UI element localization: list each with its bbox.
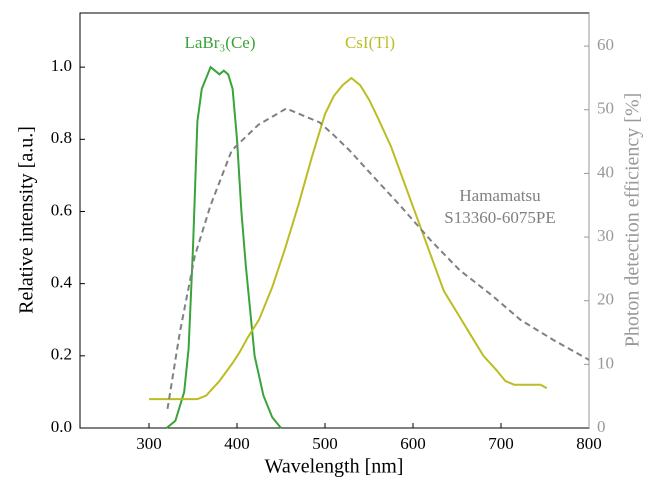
- y2-tick-label: 50: [597, 99, 614, 118]
- y2-tick-label: 10: [597, 353, 614, 372]
- y2-tick-label: 40: [597, 162, 614, 181]
- y2-tick-label: 20: [597, 290, 614, 309]
- series-line: [149, 76, 548, 401]
- series-label: LaBr₃(Ce): [184, 33, 255, 52]
- y-tick-label: 0.0: [51, 417, 72, 436]
- y2-tick-label: 0: [597, 417, 606, 436]
- x-tick-label: 600: [400, 434, 426, 453]
- series-line: [166, 107, 590, 410]
- series-label: CsI(Tl): [345, 33, 395, 52]
- y-tick-label: 0.2: [51, 345, 72, 364]
- y2-tick-label: 60: [597, 35, 614, 54]
- x-axis-label: Wavelength [nm]: [265, 456, 404, 478]
- y-tick-label: 0.6: [51, 200, 72, 219]
- x-tick-label: 800: [576, 434, 602, 453]
- y2-tick-label: 30: [597, 226, 614, 245]
- y-tick-label: 0.8: [51, 128, 72, 147]
- series-line: [165, 65, 282, 429]
- x-tick-label: 400: [224, 434, 250, 453]
- x-tick-label: 500: [312, 434, 338, 453]
- y-axis-label: Relative intensity [a.u.]: [16, 126, 38, 314]
- x-tick-label: 300: [136, 434, 162, 453]
- x-tick-label: 700: [488, 434, 514, 453]
- series-label: Hamamatsu S13360-6075PE: [444, 186, 555, 227]
- y-tick-label: 0.4: [51, 273, 73, 292]
- y-tick-label: 1.0: [51, 56, 72, 75]
- y2-axis-label: Photon detection efficiency [%]: [622, 93, 644, 348]
